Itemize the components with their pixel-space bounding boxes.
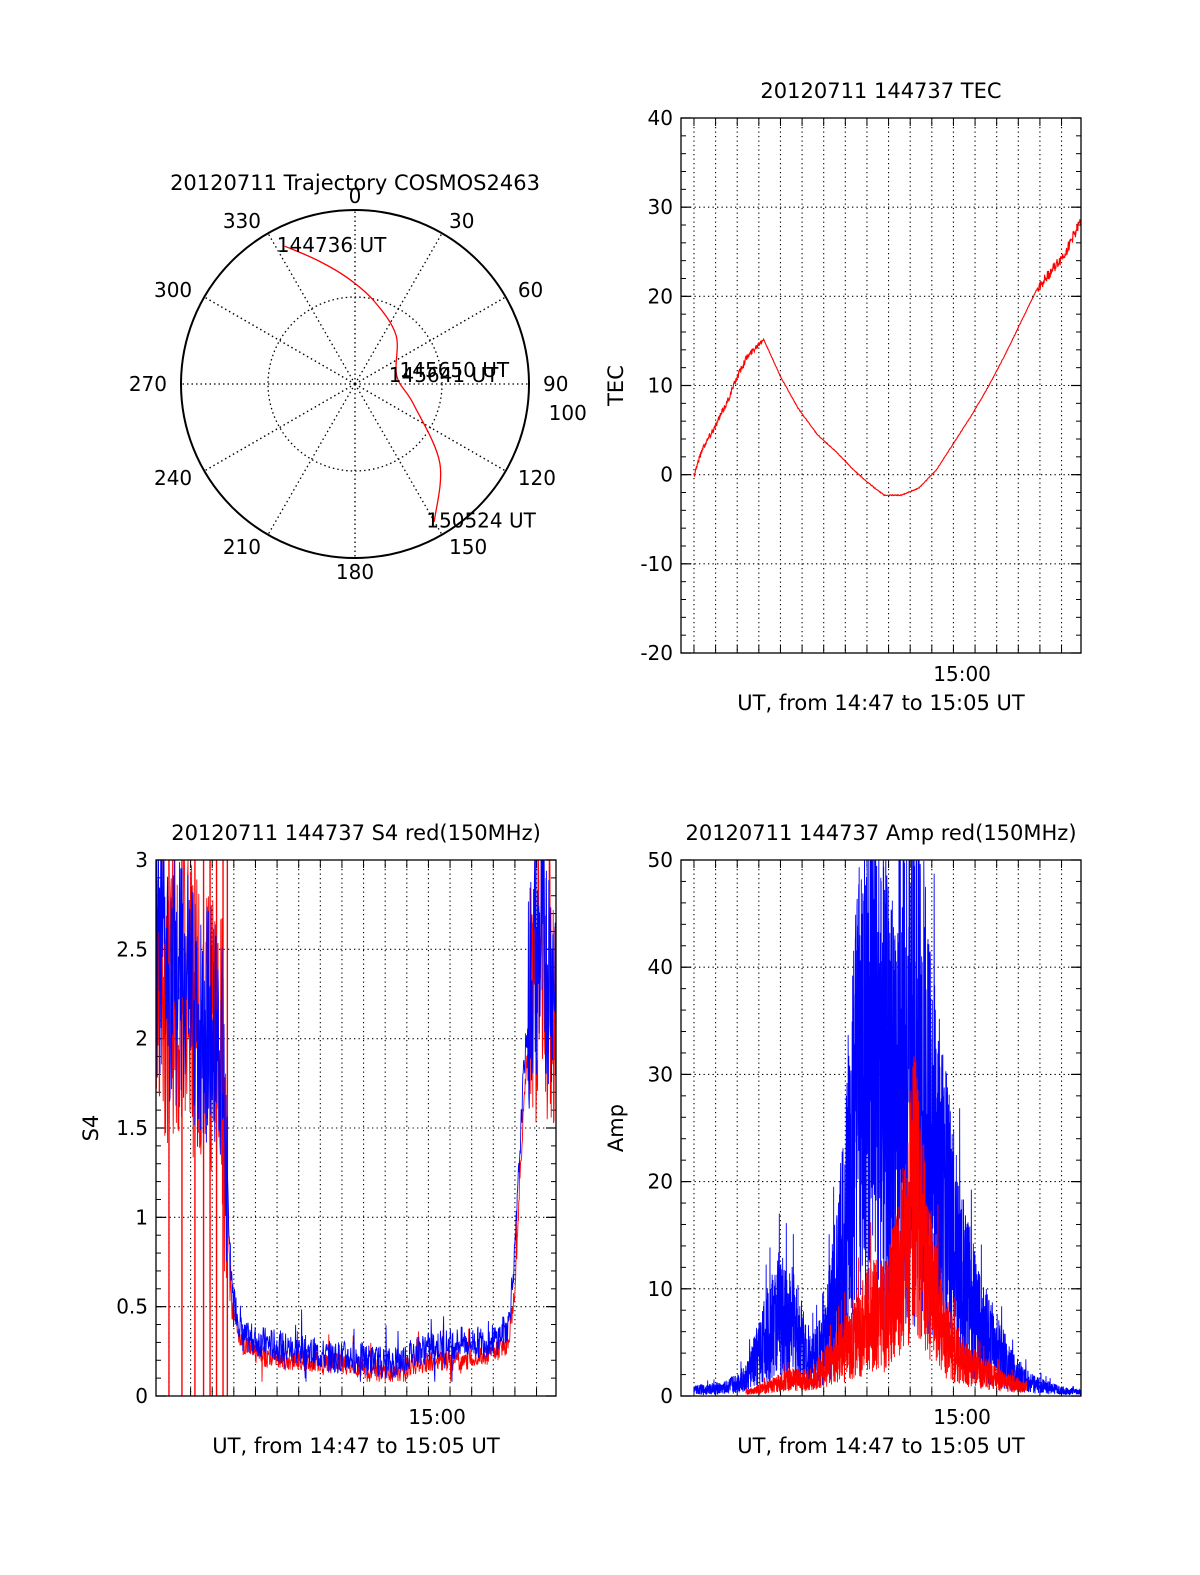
series-line-0	[693, 218, 1081, 497]
y-tick-label: 1.5	[116, 1116, 148, 1140]
y-tick-label: 2	[135, 1027, 148, 1051]
trajectory-line	[284, 245, 442, 522]
plot-frame	[680, 859, 1082, 1397]
y-axis-label: S4	[79, 1115, 103, 1142]
chart-title: 20120711 Trajectory COSMOS2463	[170, 171, 540, 195]
y-tick-label: 0.5	[116, 1295, 148, 1319]
x-tick-label: 15:00	[408, 1405, 466, 1429]
angle-label-180: 180	[336, 560, 374, 584]
angle-label-300: 300	[154, 278, 192, 302]
spoke-210	[267, 383, 356, 536]
y-tick-label: 10	[648, 1277, 673, 1301]
x-axis-label: UT, from 14:47 to 15:05 UT	[212, 1434, 500, 1458]
angle-label-0: 0	[349, 184, 362, 208]
spoke-150	[354, 383, 443, 536]
x-axis-label: UT, from 14:47 to 15:05 UT	[737, 1434, 1025, 1458]
x-tick-label: 15:00	[933, 1405, 991, 1429]
chart-title: 20120711 144737 TEC	[760, 79, 1001, 103]
series-line-1	[745, 1056, 1028, 1396]
y-tick-label: 0	[135, 1384, 148, 1408]
spoke-60	[354, 296, 507, 385]
y-tick-label: 20	[648, 284, 673, 308]
angle-label-150: 150	[449, 535, 487, 559]
y-tick-label: -20	[640, 641, 673, 665]
y-tick-label: 40	[648, 955, 673, 979]
plot-frame	[680, 117, 1082, 654]
amp-chart: 20120711 144737 Amp red(150MHz) 0 10 20 30 40…	[604, 821, 1082, 1458]
time-annotation-1: 145641 UT	[389, 363, 499, 387]
angle-label-extra: 100	[549, 401, 587, 425]
spoke-120	[354, 383, 507, 472]
y-tick-label: 50	[648, 848, 673, 872]
time-annotation-2: 145650 UT	[400, 358, 510, 382]
y-tick-label: 1	[135, 1205, 148, 1229]
y-tick-label: 30	[648, 1062, 673, 1086]
spoke-30	[354, 232, 443, 385]
series-line-1	[156, 860, 556, 1382]
y-tick-label: 30	[648, 195, 673, 219]
spoke-240	[203, 383, 356, 472]
y-tick-label: 0	[660, 1384, 673, 1408]
y-tick-label: 0	[660, 463, 673, 487]
angle-label-90: 90	[543, 372, 568, 396]
y-tick-label: 20	[648, 1170, 673, 1194]
time-annotation-0: 144736 UT	[277, 233, 387, 257]
plot-area	[693, 860, 1081, 1396]
spoke-330	[267, 232, 356, 385]
angle-label-240: 240	[154, 466, 192, 490]
tec-chart: 20120711 144737 TEC -20 -10 0 10 20 30 40 15:00 U…	[604, 79, 1082, 715]
x-axis-label: UT, from 14:47 to 15:05 UT	[737, 691, 1025, 715]
s4-chart: 20120711 144737 S4 red(150MHz) 0 0.5 1 1.5 2 2…	[79, 821, 557, 1458]
y-tick-label: 3	[135, 848, 148, 872]
y-tick-label: -10	[640, 552, 673, 576]
plot-area	[156, 860, 556, 1396]
x-tick-label: 15:00	[933, 662, 991, 686]
angle-label-30: 30	[449, 209, 474, 233]
y-tick-label: 10	[648, 374, 673, 398]
series-line-0	[693, 860, 1081, 1396]
angle-label-60: 60	[518, 278, 543, 302]
outer-circle	[180, 209, 530, 559]
plot-area	[693, 218, 1081, 497]
angle-label-270: 270	[129, 372, 167, 396]
angle-label-210: 210	[223, 535, 261, 559]
y-axis-label: Amp	[604, 1104, 628, 1152]
y-axis-label: TEC	[604, 365, 628, 407]
y-tick-label: 2.5	[116, 937, 148, 961]
y-tick-label: 40	[648, 106, 673, 130]
angle-label-330: 330	[223, 209, 261, 233]
plot-frame	[155, 859, 557, 1397]
spoke-300	[203, 296, 356, 385]
chart-title: 20120711 144737 S4 red(150MHz)	[171, 821, 541, 845]
angle-label-120: 120	[518, 466, 556, 490]
chart-title: 20120711 144737 Amp red(150MHz)	[685, 821, 1076, 845]
time-annotation-3: 150524 UT	[426, 508, 536, 532]
